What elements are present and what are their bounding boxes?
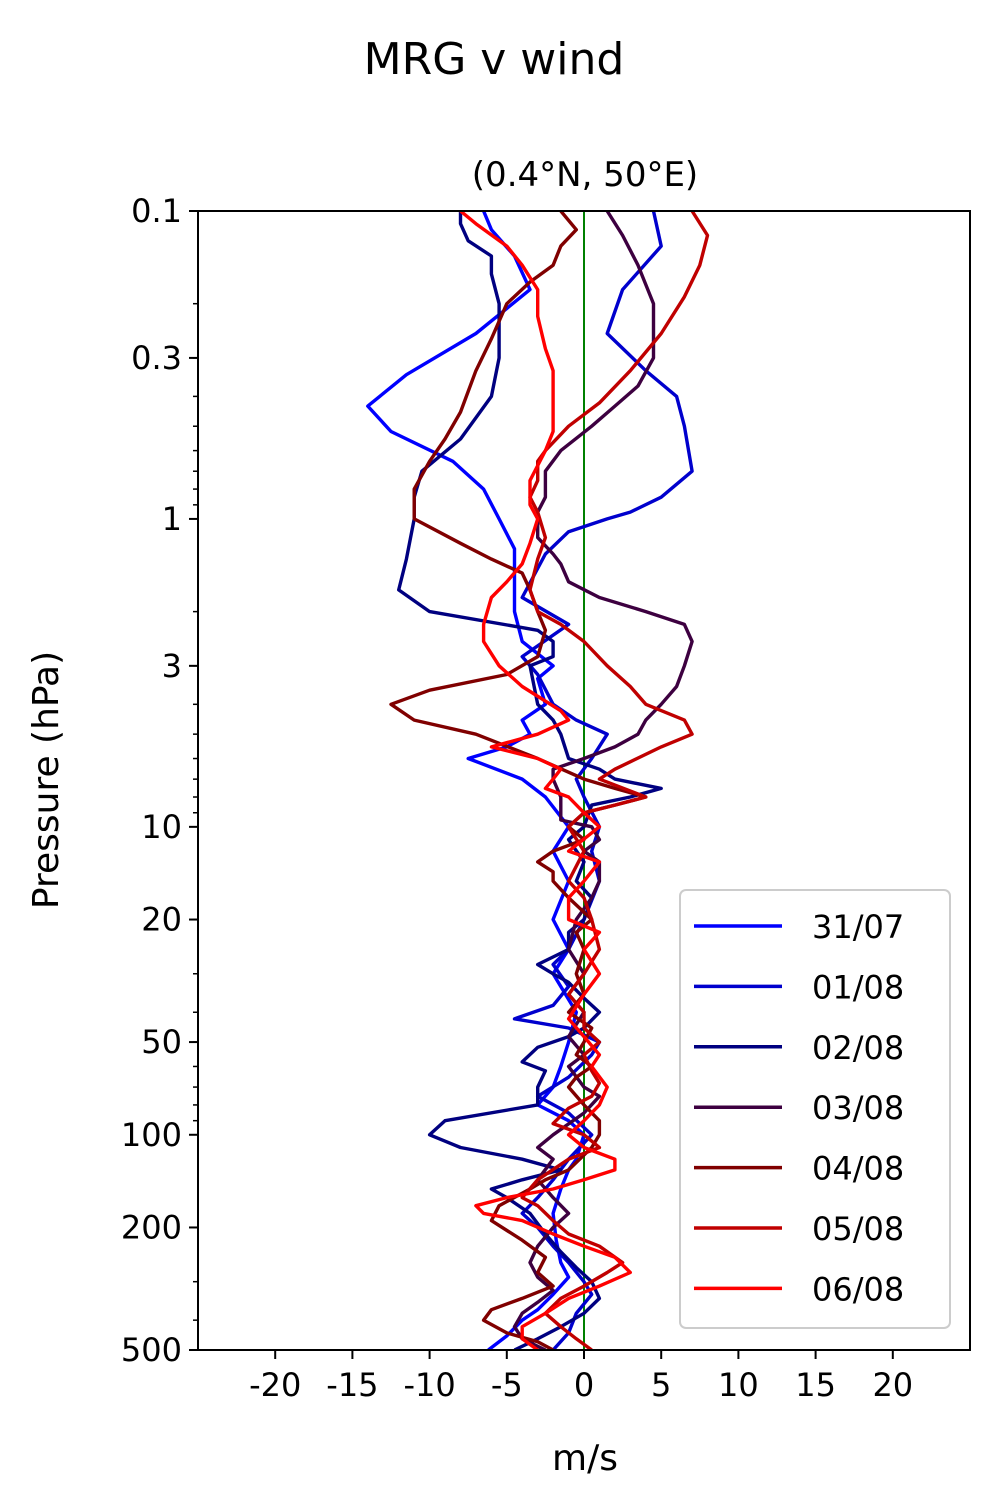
series-line-4 [389, 211, 648, 1350]
x-tick-label: 10 [718, 1366, 759, 1404]
y-tick-label: 0.1 [131, 192, 182, 230]
y-tick-label: 50 [141, 1023, 182, 1061]
y-axis-ticks: 0.1 0.3 1 3 10 20 50 100 200 500 [121, 192, 198, 1369]
y-tick-label: 500 [121, 1331, 182, 1369]
x-tick-label: -10 [403, 1366, 455, 1404]
x-tick-label: 5 [651, 1366, 671, 1404]
y-tick-label: 200 [121, 1208, 182, 1246]
legend-label: 05/08 [812, 1210, 904, 1248]
x-tick-label: -15 [326, 1366, 378, 1404]
y-tick-label: 3 [162, 647, 182, 685]
series-line-5 [520, 211, 710, 1350]
legend-label: 04/08 [812, 1150, 904, 1188]
x-tick-label: 20 [872, 1366, 913, 1404]
series-line-6 [459, 211, 632, 1350]
x-tick-label: 0 [574, 1366, 594, 1404]
legend: 31/07 01/08 02/08 03/08 04/08 05/08 06/08 [679, 889, 951, 1329]
legend-label: 01/08 [812, 968, 904, 1006]
x-tick-label: -5 [491, 1366, 523, 1404]
x-tick-label: -20 [249, 1366, 301, 1404]
series-layer [366, 211, 710, 1350]
x-tick-label: 15 [795, 1366, 836, 1404]
legend-frame [679, 889, 951, 1329]
legend-label: 31/07 [812, 908, 904, 946]
figure-suptitle: MRG v wind [364, 34, 625, 85]
y-tick-label: 20 [141, 901, 182, 939]
legend-label: 03/08 [812, 1089, 904, 1127]
y-tick-label: 1 [162, 500, 182, 538]
legend-label: 06/08 [812, 1270, 904, 1308]
series-line-3 [512, 211, 694, 1350]
y-axis-label: Pressure (hPa) [26, 651, 67, 909]
legend-label: 02/08 [812, 1029, 904, 1067]
x-axis-label: m/s [552, 1438, 618, 1479]
y-tick-label: 100 [121, 1116, 182, 1154]
y-tick-label: 10 [141, 808, 182, 846]
y-tick-label: 0.3 [131, 339, 182, 377]
x-axis-ticks: -20 -15 -10 -5 0 5 10 15 20 [249, 1350, 913, 1404]
plot-title: (0.4°N, 50°E) [472, 155, 698, 195]
